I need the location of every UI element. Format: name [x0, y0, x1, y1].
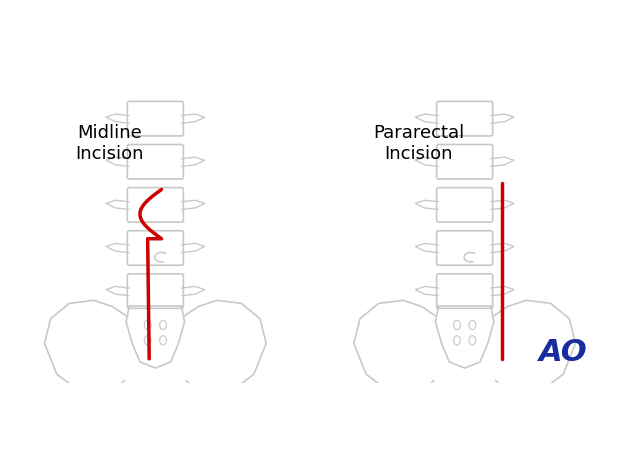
Ellipse shape [160, 336, 166, 345]
FancyBboxPatch shape [127, 188, 184, 222]
Text: Pararectal
Incision: Pararectal Incision [373, 124, 464, 162]
FancyBboxPatch shape [127, 145, 184, 179]
FancyBboxPatch shape [436, 145, 493, 179]
FancyBboxPatch shape [127, 231, 184, 265]
Ellipse shape [144, 336, 151, 345]
FancyBboxPatch shape [135, 390, 175, 405]
Ellipse shape [144, 320, 151, 330]
FancyBboxPatch shape [436, 274, 493, 308]
Ellipse shape [469, 336, 476, 345]
Ellipse shape [160, 320, 166, 330]
FancyBboxPatch shape [445, 390, 485, 405]
FancyBboxPatch shape [127, 101, 184, 136]
Ellipse shape [454, 336, 460, 345]
FancyBboxPatch shape [436, 101, 493, 136]
Ellipse shape [469, 320, 476, 330]
FancyBboxPatch shape [436, 188, 493, 222]
Text: AO: AO [539, 338, 588, 367]
Ellipse shape [454, 320, 460, 330]
Text: Midline
Incision: Midline Incision [75, 124, 143, 162]
FancyBboxPatch shape [436, 231, 493, 265]
FancyBboxPatch shape [127, 274, 184, 308]
